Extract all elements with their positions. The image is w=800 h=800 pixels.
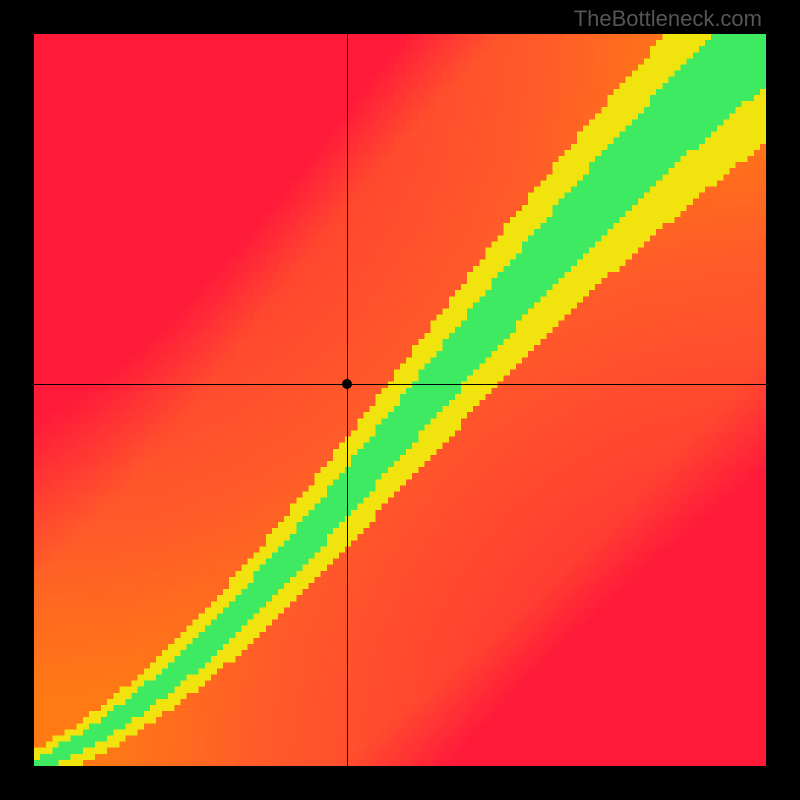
- crosshair-horizontal: [34, 384, 766, 385]
- figure-root: TheBottleneck.com: [0, 0, 800, 800]
- plot-area: [34, 34, 766, 766]
- heatmap-canvas: [34, 34, 766, 766]
- watermark-text: TheBottleneck.com: [574, 6, 762, 32]
- crosshair-vertical: [347, 34, 348, 766]
